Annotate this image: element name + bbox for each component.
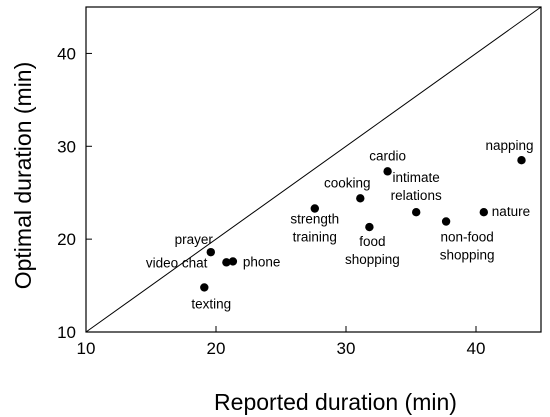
point-label: prayer — [175, 232, 214, 247]
point-label: strength training — [290, 212, 339, 245]
point-labels-layer: napping cardio cooking strength training inti… — [146, 138, 534, 311]
point-label-line: intimate — [393, 170, 440, 185]
y-tick-label: 40 — [57, 44, 76, 63]
x-tick-label: 40 — [467, 339, 486, 358]
point-label-line: phone — [243, 254, 281, 269]
y-tick-label: 10 — [57, 323, 76, 342]
data-point — [365, 222, 374, 232]
y-axis-title: Optimal duration (min) — [10, 62, 36, 290]
data-point — [200, 283, 209, 292]
point-label-line: shopping — [345, 252, 400, 267]
point-label: phone — [243, 254, 281, 269]
data-point — [441, 217, 451, 226]
x-axis-title: Reported duration (min) — [214, 389, 457, 415]
point-label-line: shopping — [440, 248, 495, 263]
data-point — [356, 194, 365, 203]
point-label: napping — [485, 138, 533, 153]
point-label: cooking — [324, 175, 371, 190]
plot-frame-layer: 10 20 30 40 10 20 30 40 — [57, 6, 542, 358]
point-label-line: video chat — [146, 255, 208, 270]
y-tick-label: 30 — [57, 137, 76, 156]
point-label: cardio — [369, 148, 406, 163]
data-point — [479, 208, 488, 217]
point-label: intimate relations — [391, 170, 442, 203]
data-points-layer — [200, 156, 526, 292]
data-point — [206, 247, 215, 257]
point-label-line: cooking — [324, 175, 371, 190]
data-point — [228, 257, 238, 266]
point-label-line: relations — [391, 188, 442, 203]
data-point — [310, 204, 319, 213]
point-label-line: texting — [191, 296, 231, 311]
x-tick-label: 10 — [77, 339, 96, 358]
y-tick-label: 20 — [57, 230, 76, 249]
data-point — [383, 167, 392, 176]
point-label-line: non-food — [440, 230, 493, 245]
point-label-line: cardio — [369, 148, 406, 163]
x-tick-label: 20 — [207, 339, 226, 358]
point-label-line: prayer — [175, 232, 214, 247]
data-point — [412, 208, 421, 217]
point-label-line: nature — [492, 204, 530, 219]
point-label: food shopping — [345, 234, 400, 267]
data-point — [222, 258, 231, 267]
point-label: nature — [492, 204, 530, 219]
data-point — [517, 156, 526, 165]
point-label: texting — [191, 296, 231, 311]
x-tick-label: 30 — [337, 339, 356, 358]
point-label-line: napping — [485, 138, 533, 153]
point-label: non-food shopping — [440, 230, 495, 263]
point-label-line: training — [293, 230, 337, 245]
point-label-line: food — [359, 234, 385, 249]
identity-line — [85, 6, 542, 333]
point-label: video chat — [146, 255, 208, 270]
point-label-line: strength — [290, 212, 339, 227]
plot-border — [85, 6, 542, 333]
